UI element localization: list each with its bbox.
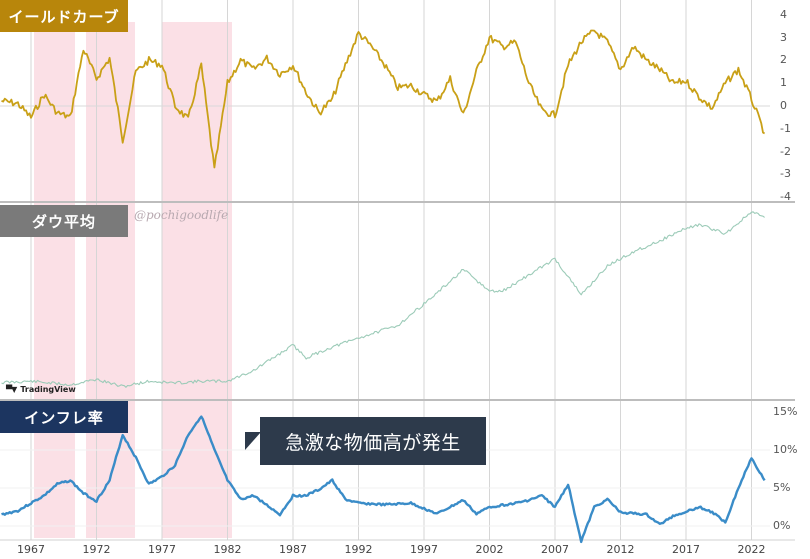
x-tick-label: 1982 xyxy=(213,543,242,556)
inflation-y-tick-label: 0% xyxy=(773,519,791,532)
x-tick-label: 1997 xyxy=(410,543,438,556)
callout-pointer-icon xyxy=(245,432,261,450)
highlight-band-1973 xyxy=(86,22,135,538)
inflation-label: インフレ率 xyxy=(0,401,128,433)
x-tick-label: 1972 xyxy=(82,543,111,556)
inflation-y-tick-label: 5% xyxy=(773,481,791,494)
dow-label: ダウ平均 xyxy=(0,205,128,237)
tradingview-text: TradingView xyxy=(20,385,76,394)
callout-annotation: 急激な物価高が発生 xyxy=(260,417,486,465)
x-tick-label: 1992 xyxy=(344,543,373,556)
inflation-y-tick-label: 15% xyxy=(773,405,798,418)
x-tick-label: 2002 xyxy=(475,543,504,556)
tradingview-logo: ▀▼ TradingView xyxy=(6,385,76,394)
inflation-y-tick-label: 10% xyxy=(773,443,798,456)
x-tick-label: 1977 xyxy=(148,543,176,556)
inflation-line xyxy=(1,415,766,544)
x-tick-label: 2022 xyxy=(737,543,766,556)
yield-y-tick-label: 4 xyxy=(780,7,787,21)
highlight-band-1980 xyxy=(162,22,232,538)
yield-y-tick-label: 2 xyxy=(780,53,787,67)
yield-y-tick-label: 1 xyxy=(780,76,787,90)
yield-curve-label: イールドカーブ xyxy=(0,0,128,32)
dow-line xyxy=(1,211,765,388)
x-tick-label: 2012 xyxy=(606,543,635,556)
x-tick-label: 2007 xyxy=(541,543,569,556)
yield-y-tick-label: 0 xyxy=(780,99,787,112)
highlight-bands xyxy=(34,22,232,538)
tradingview-icon: ▀▼ xyxy=(6,385,17,394)
x-tick-label: 1967 xyxy=(17,543,45,556)
watermark: @pochigoodlife xyxy=(134,208,229,222)
yield-y-tick-label: 3 xyxy=(780,30,787,44)
yield-y-tick-label: -4 xyxy=(780,190,791,204)
yield-curve-line xyxy=(1,29,766,169)
x-tick-label: 2017 xyxy=(672,543,700,556)
x-tick-label: 1987 xyxy=(279,543,307,556)
yield-y-tick-label: -1 xyxy=(780,121,791,135)
yield-y-tick-label: -2 xyxy=(780,144,791,158)
yield-y-tick-label: -3 xyxy=(780,167,791,181)
